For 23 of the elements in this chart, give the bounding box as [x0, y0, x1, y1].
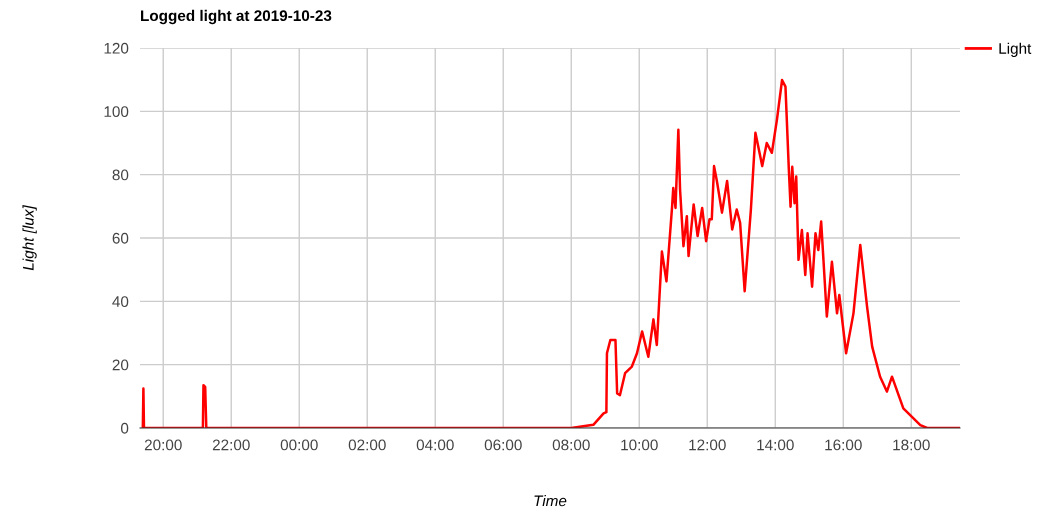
y-tick-label: 60 — [112, 232, 129, 244]
chart-title: Logged light at 2019-10-23 — [141, 9, 332, 25]
y-tick-label: 80 — [112, 169, 129, 181]
x-tick-label: 10:00 — [621, 439, 658, 451]
x-tick-label: 18:00 — [893, 439, 930, 451]
x-tick-label: 14:00 — [757, 439, 794, 451]
x-axis-title: Time — [534, 495, 567, 507]
x-tick-label: 00:00 — [280, 439, 318, 451]
y-tick-label: 20 — [112, 359, 129, 371]
x-tick-label: 16:00 — [825, 439, 862, 451]
x-tick-label: 12:00 — [689, 439, 726, 451]
x-tick-label: 04:00 — [416, 439, 454, 451]
x-tick-label: 02:00 — [348, 439, 386, 451]
x-tick-label: 06:00 — [484, 439, 522, 451]
y-tick-label: 120 — [104, 42, 129, 54]
y-tick-label: 0 — [120, 422, 129, 434]
x-tick-label: 22:00 — [212, 439, 250, 451]
x-tick-label: 08:00 — [552, 439, 590, 451]
legend-label: Light — [999, 42, 1032, 57]
x-tick-label: 20:00 — [144, 439, 182, 451]
y-tick-label: 40 — [112, 296, 129, 308]
y-axis-title: Light [lux] — [22, 205, 37, 271]
y-tick-label: 100 — [104, 106, 129, 118]
